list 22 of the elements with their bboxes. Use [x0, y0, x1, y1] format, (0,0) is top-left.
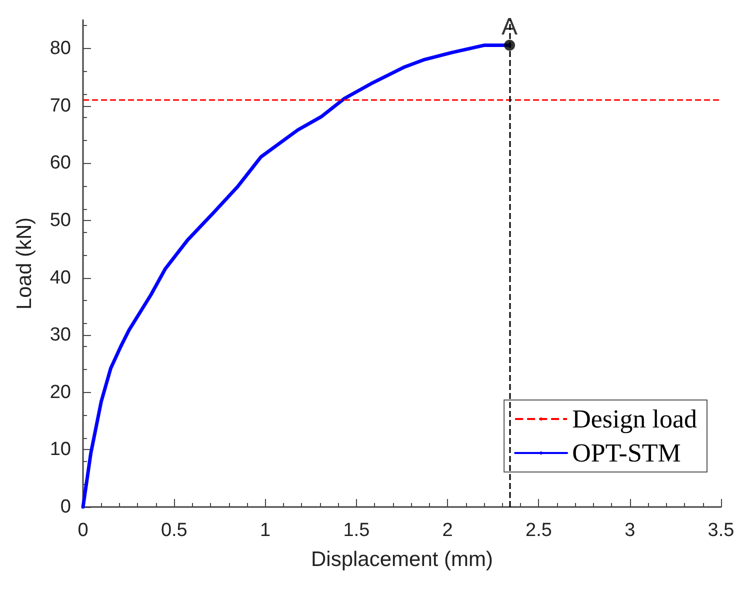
y-tick-label: 70 [50, 95, 71, 116]
y-axis-title: Load (kN) [13, 217, 36, 310]
y-tick-label: 60 [50, 152, 71, 174]
y-tick-label: 80 [50, 38, 71, 60]
x-tick-label: 1 [260, 520, 271, 541]
x-tick-label: 2 [442, 520, 453, 541]
x-axis-title: Displacement (mm) [310, 548, 494, 571]
y-tick-label: 40 [50, 267, 71, 288]
x-tick-label: 2.5 [526, 520, 552, 541]
x-tick-label: 3.5 [708, 520, 734, 541]
legend-label: OPT-STM [572, 438, 681, 468]
y-tick-label: 30 [50, 324, 71, 346]
x-tick-label: 0 [78, 520, 88, 541]
legend-label: Design load [572, 404, 697, 434]
x-tick-label: 0.5 [160, 520, 188, 541]
y-tick-label: 0 [60, 496, 71, 518]
y-tick-label: 10 [50, 439, 71, 460]
y-tick-label: 20 [50, 382, 71, 403]
annotation: A [502, 14, 518, 41]
x-tick-label: 3 [624, 520, 636, 541]
x-tick-label: 1.5 [343, 520, 370, 541]
y-tick-label: 50 [50, 210, 71, 232]
